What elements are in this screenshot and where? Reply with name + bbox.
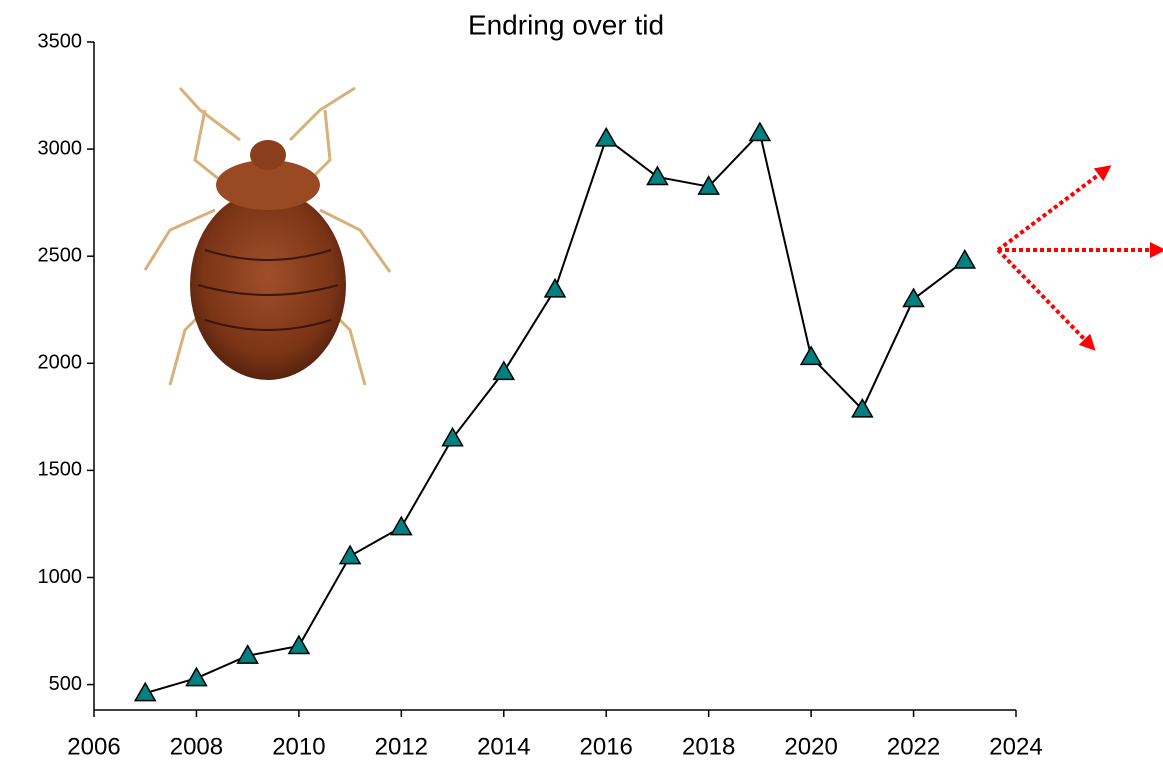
data-point xyxy=(697,175,720,195)
y-tick-label: 2000 xyxy=(38,352,83,374)
data-point xyxy=(594,126,618,147)
y-tick-label: 2500 xyxy=(38,244,83,266)
x-tick-label: 2018 xyxy=(682,733,735,760)
x-tick-label: 2020 xyxy=(784,733,837,760)
x-tick-label: 2010 xyxy=(272,733,325,760)
data-point xyxy=(748,121,772,142)
data-point xyxy=(338,544,362,565)
y-tick-label: 1500 xyxy=(38,459,83,481)
data-point xyxy=(390,515,413,536)
data-point xyxy=(953,248,977,269)
x-tick-label: 2016 xyxy=(580,733,633,760)
chart-title: Endring over tid xyxy=(468,9,664,40)
y-tick-label: 3500 xyxy=(38,30,83,52)
data-point xyxy=(543,277,567,298)
data-point xyxy=(851,397,874,418)
data-point xyxy=(287,634,311,655)
x-tick-label: 2006 xyxy=(67,733,120,760)
x-tick-label: 2022 xyxy=(887,733,940,760)
data-point xyxy=(646,165,669,186)
bedbug-illustration xyxy=(143,86,392,386)
trend-arrows xyxy=(996,165,1163,351)
x-tick-label: 2014 xyxy=(477,733,530,760)
data-point xyxy=(133,681,157,702)
x-tick-label: 2012 xyxy=(375,733,428,760)
data-point xyxy=(441,426,464,447)
x-tick-label: 2024 xyxy=(989,733,1042,760)
data-point xyxy=(185,666,208,687)
data-point xyxy=(902,287,925,308)
data-point xyxy=(236,644,259,664)
x-tick-label: 2008 xyxy=(170,733,223,760)
y-tick-label: 3000 xyxy=(38,137,83,159)
data-point xyxy=(492,360,516,381)
y-tick-label: 1000 xyxy=(38,566,83,588)
y-tick-label: 500 xyxy=(49,673,82,695)
data-point xyxy=(799,345,823,366)
